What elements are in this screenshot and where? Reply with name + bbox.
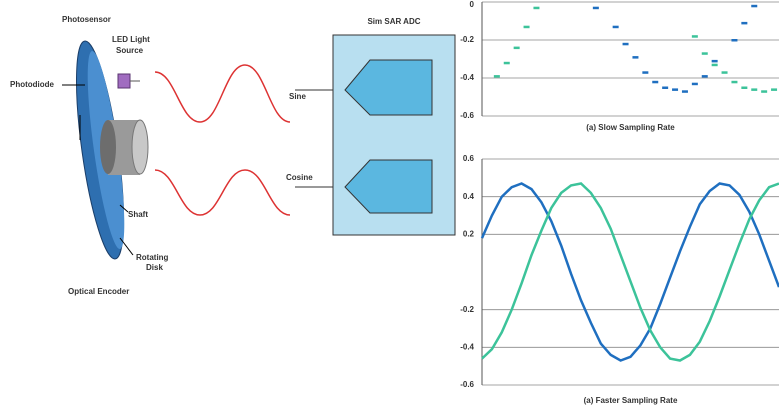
point (722, 71, 728, 74)
label: Optical Encoder (68, 287, 129, 296)
label: Cosine (286, 173, 313, 182)
y-tick-label: -0.6 (460, 380, 474, 389)
point (731, 39, 737, 42)
point (504, 62, 510, 65)
point (761, 90, 767, 93)
y-tick-label: 0.6 (463, 154, 475, 163)
point (672, 88, 678, 91)
point (712, 60, 718, 63)
y-tick-label: 0 (470, 0, 475, 9)
y-tick-label: -0.4 (460, 73, 474, 82)
point (731, 81, 737, 84)
point (623, 43, 629, 46)
sine-wave (155, 65, 290, 122)
point (702, 75, 708, 78)
point (741, 22, 747, 25)
y-tick-label: -0.4 (460, 342, 474, 351)
point (741, 87, 747, 90)
label: Sine (289, 92, 306, 101)
point (662, 87, 668, 90)
point (593, 7, 599, 10)
point (642, 71, 648, 74)
point (751, 88, 757, 91)
point (682, 90, 688, 93)
point (494, 75, 500, 78)
caption: (a) Faster Sampling Rate (584, 396, 678, 405)
y-tick-label: -0.2 (460, 35, 474, 44)
y-tick-label: 0.4 (463, 192, 475, 201)
label: Rotating (136, 253, 169, 262)
label: Sim SAR ADC (367, 17, 420, 26)
label: Source (116, 46, 144, 55)
point (652, 81, 658, 84)
point (692, 83, 698, 86)
point (524, 26, 530, 29)
y-tick-label: -0.2 (460, 305, 474, 314)
point (514, 47, 520, 50)
point (692, 35, 698, 38)
label: Shaft (128, 210, 148, 219)
encoder-drawing (62, 39, 148, 262)
page: Photosensor LED Light Source Photodiode … (0, 0, 779, 408)
point (613, 26, 619, 29)
cosine-wave (155, 170, 290, 215)
point (632, 56, 638, 59)
point (712, 64, 718, 66)
point (751, 5, 757, 8)
label: Photodiode (10, 80, 55, 89)
label: Photosensor (62, 15, 111, 24)
point (771, 88, 777, 91)
y-tick-label: 0.2 (463, 229, 475, 238)
y-tick-label: -0.6 (460, 111, 474, 120)
label: Disk (146, 263, 163, 272)
caption: (a) Slow Sampling Rate (586, 123, 675, 132)
point (702, 52, 708, 55)
label: LED Light (112, 35, 150, 44)
line (482, 184, 779, 361)
point (533, 7, 539, 10)
